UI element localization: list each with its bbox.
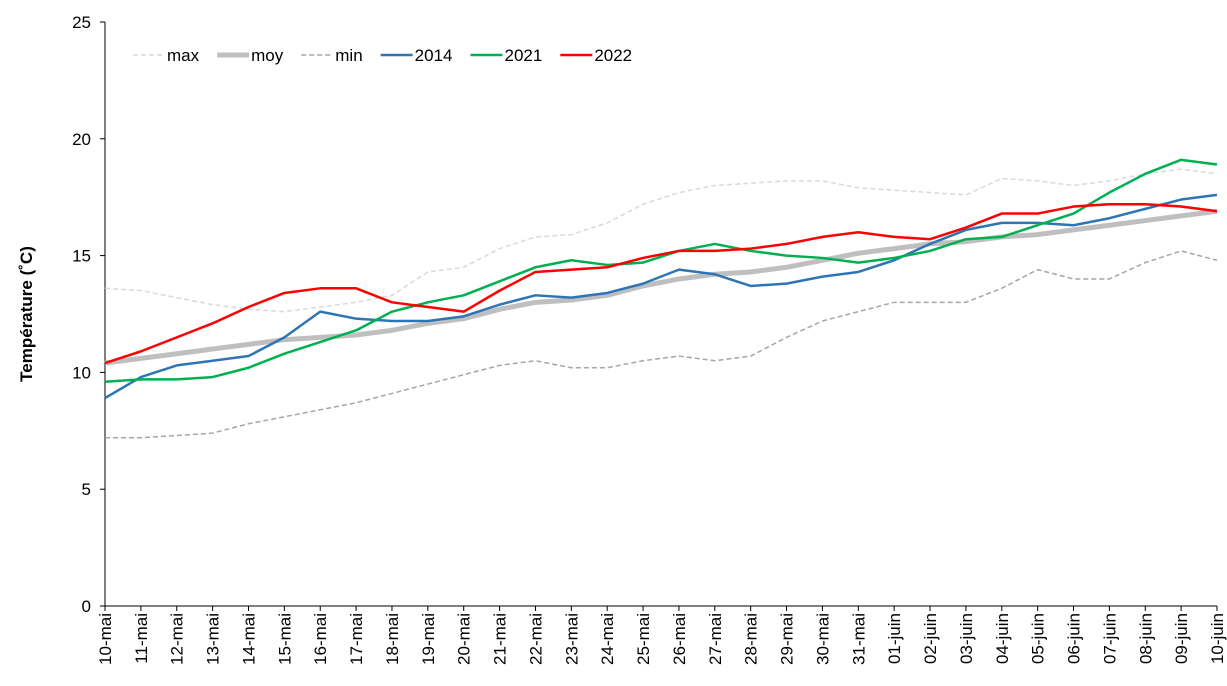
x-tick-label: 12-mai	[168, 613, 187, 665]
x-tick-label: 02-juin	[921, 613, 940, 664]
x-tick-label: 11-mai	[132, 613, 151, 664]
legend-label: moy	[251, 46, 284, 65]
legend-label: min	[335, 46, 362, 65]
x-tick-label: 22-mai	[526, 613, 545, 665]
x-tick-label: 08-juin	[1136, 613, 1155, 664]
x-tick-label: 13-mai	[204, 613, 223, 665]
line-series	[104, 208, 1218, 366]
x-tick-label: 24-mai	[598, 613, 617, 665]
legend-label: 2014	[415, 46, 453, 65]
legend-label: 2021	[504, 46, 542, 65]
x-tick-label: 31-mai	[849, 613, 868, 665]
x-tick-label: 23-mai	[562, 613, 581, 665]
y-tick-label: 5	[82, 480, 91, 499]
line-series	[104, 193, 1218, 400]
x-tick-label: 04-juin	[993, 613, 1012, 664]
x-tick-label: 18-mai	[383, 613, 402, 665]
x-tick-label: 26-mai	[670, 613, 689, 665]
x-tick-label: 27-mai	[706, 613, 725, 665]
y-tick-label: 20	[72, 130, 91, 149]
x-tick-label: 19-mai	[419, 613, 438, 665]
line-series	[104, 158, 1218, 383]
y-tick-label: 15	[72, 247, 91, 266]
x-tick-label: 30-mai	[813, 613, 832, 665]
line-series	[105, 250, 1218, 439]
y-tick-label: 10	[72, 363, 91, 382]
legend-label: 2022	[594, 46, 632, 65]
y-tick-label: 25	[72, 13, 91, 32]
x-tick-label: 17-mai	[347, 613, 366, 665]
line-series	[104, 168, 1218, 313]
x-tick-label: 15-mai	[275, 613, 294, 665]
x-tick-label: 09-juin	[1172, 613, 1191, 664]
x-tick-label: 10-mai	[96, 613, 115, 665]
x-tick-label: 16-mai	[311, 613, 330, 665]
x-tick-label: 03-juin	[957, 613, 976, 664]
x-tick-label: 25-mai	[634, 613, 653, 665]
x-tick-label: 05-juin	[1029, 613, 1048, 664]
x-tick-label: 20-mai	[455, 613, 474, 665]
x-tick-label: 10-juin	[1208, 613, 1227, 664]
y-tick-label: 0	[82, 597, 91, 616]
legend-label: max	[167, 46, 200, 65]
y-axis-title: Température (˚C)	[17, 246, 36, 382]
x-tick-label: 06-juin	[1065, 613, 1084, 664]
x-tick-label: 21-mai	[491, 613, 510, 665]
x-tick-label: 07-juin	[1100, 613, 1119, 664]
x-tick-label: 14-mai	[239, 613, 258, 665]
x-tick-label: 28-mai	[742, 613, 761, 665]
x-tick-label: 01-juin	[885, 613, 904, 664]
line-series	[104, 202, 1218, 365]
x-tick-label: 29-mai	[778, 613, 797, 665]
